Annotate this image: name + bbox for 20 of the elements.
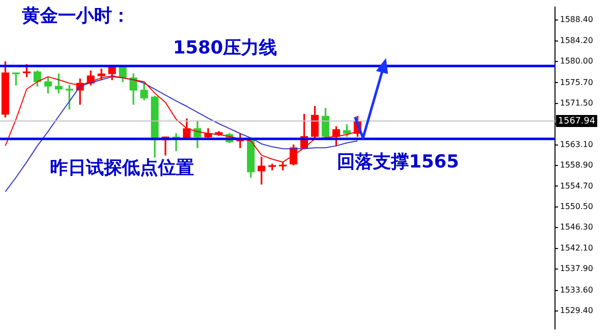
y-tick-label: 1580.00 xyxy=(560,56,594,66)
ref-line-label: 回落支撑1565 xyxy=(336,152,460,173)
y-tick-label: 1537.90 xyxy=(560,264,594,274)
y-tick-label: 1558.90 xyxy=(560,160,594,170)
candlestick xyxy=(12,72,20,86)
chart-title: 黄金一小时： xyxy=(21,6,130,27)
y-tick-label: 1571.50 xyxy=(560,98,594,108)
y-tick-label: 1554.70 xyxy=(560,181,594,190)
annotation: 昨日试探低点位置 xyxy=(50,158,194,179)
y-tick-label: 1575.70 xyxy=(560,78,594,87)
y-tick-label: 1542.10 xyxy=(560,243,594,252)
y-tick-label: 1563.10 xyxy=(560,140,594,149)
ref-line-label: 1580压力线 xyxy=(172,38,278,59)
y-tick-label: 1584.20 xyxy=(560,36,594,45)
ref-line-label: 1567.94 xyxy=(558,116,596,126)
y-tick-label: 1550.50 xyxy=(560,202,594,212)
y-tick-label: 1588.40 xyxy=(560,15,594,24)
y-tick-label: 1546.30 xyxy=(560,222,594,232)
y-tick-label: 1533.60 xyxy=(560,285,594,294)
y-tick-label: 1529.40 xyxy=(560,306,594,316)
